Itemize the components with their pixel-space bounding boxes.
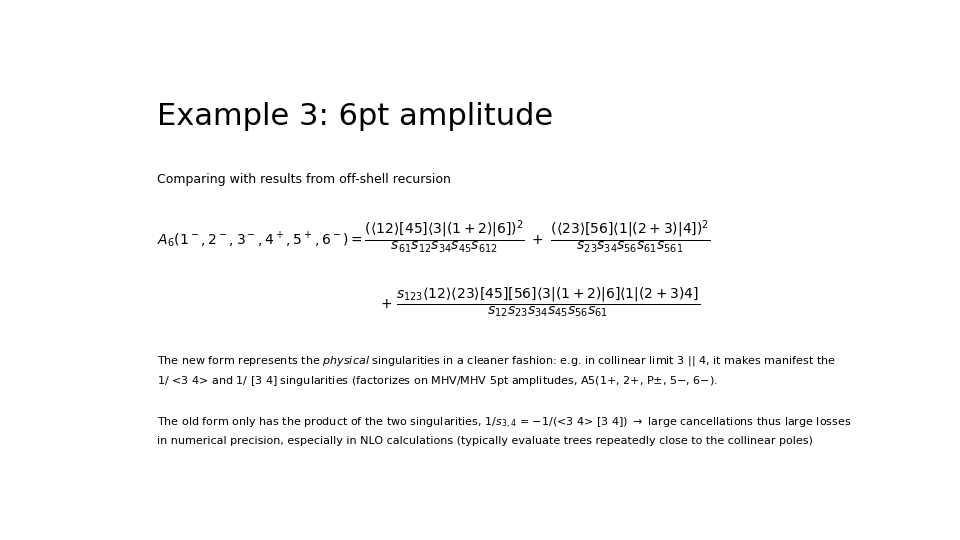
- Text: $+\ \dfrac{s_{123}\langle 12\rangle\langle 23\rangle[45][56]\langle 3|(1+2)|6]\l: $+\ \dfrac{s_{123}\langle 12\rangle\lang…: [380, 285, 701, 319]
- Text: The old form only has the product of the two singularities, $1/s_{3,4}$ = $-1/($: The old form only has the product of the…: [157, 416, 852, 446]
- Text: The new form represents the $\mathit{physical}$ singularities in a cleaner fashi: The new form represents the $\mathit{phy…: [157, 354, 836, 388]
- Text: Comparing with results from off-shell recursion: Comparing with results from off-shell re…: [157, 173, 451, 186]
- Text: $A_6(1^-, 2^-, 3^-, 4^+, 5^+, 6^-) = \dfrac{(\langle 12\rangle[45]\langle 3|(1+2: $A_6(1^-, 2^-, 3^-, 4^+, 5^+, 6^-) = \df…: [157, 219, 710, 256]
- Text: Example 3: 6pt amplitude: Example 3: 6pt amplitude: [157, 102, 553, 131]
